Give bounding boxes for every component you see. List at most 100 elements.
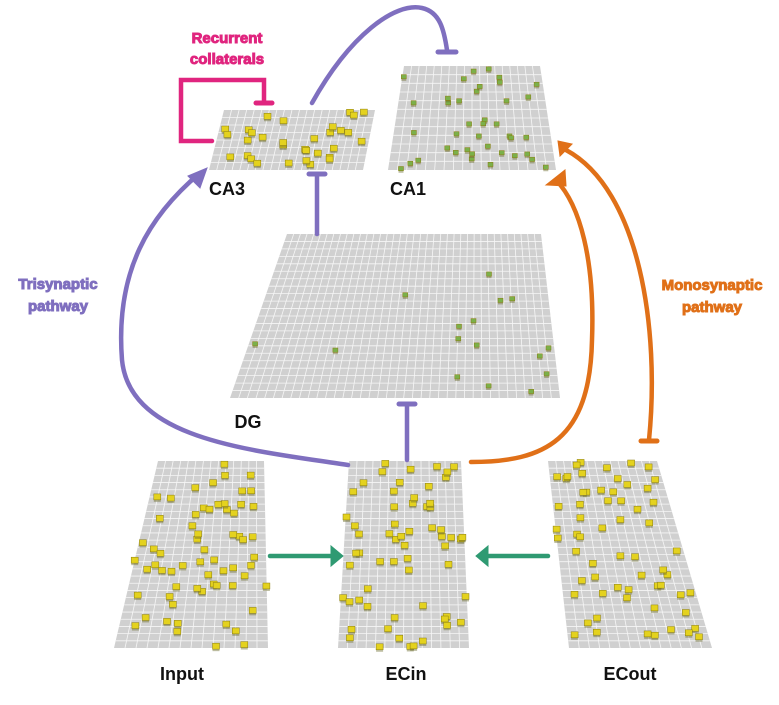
input-active-unit [156,515,164,522]
ecin-active-unit [359,479,368,486]
ecin-active-unit [409,642,418,650]
ca1-active-unit [487,162,494,167]
ecout-active-unit [578,577,586,584]
input-active-unit [165,593,174,600]
ca1-active-unit [524,151,530,157]
ecout-active-unit [637,571,646,579]
ecin-active-unit [376,558,384,565]
monosynaptic-ca1-input-arrowhead [557,140,574,158]
ecout-active-unit [659,566,667,574]
dg-active-unit [473,342,480,348]
ca3-active-unit [223,131,232,138]
ecin-active-unit [346,561,354,569]
ca1-active-unit [476,133,482,139]
ca1-active-unit [508,135,514,141]
monosynaptic-pathway-label-line1: Monosynaptic [662,277,763,294]
ca1-active-unit [496,74,503,80]
trisynaptic-pathway-arrowhead [187,167,208,189]
input-active-unit [139,539,147,546]
input-active-unit [172,583,181,590]
ecin-active-unit [364,585,372,592]
input-active-unit [143,565,151,573]
input-active-unit [191,484,200,491]
input-active-unit [150,545,158,553]
ecout-active-unit [579,489,588,496]
ecout-active-unit [589,560,597,567]
dg-active-unit [252,341,258,347]
recurrent-collaterals-arrow [178,77,267,144]
ecin-active-unit [426,499,434,507]
input-active-unit [229,564,237,571]
ca1-active-unit [497,79,503,85]
ecout-active-unit [616,516,625,523]
dg-active-unit [402,292,409,298]
ca3-active-unit [247,155,255,163]
ecout-active-unit [685,629,693,636]
ecin-active-unit [458,534,467,541]
ecin-active-unit [375,643,384,650]
input-active-unit [240,641,249,648]
ecin-active-unit [395,479,404,486]
input-active-unit [250,553,258,561]
ca1-active-unit [411,130,417,135]
dg-active-unit [455,336,462,341]
ca1-active-unit [468,156,475,162]
ecout-active-unit [643,630,652,638]
input-active-unit [221,472,229,479]
input-active-unit [200,546,209,553]
input-active-unit [248,533,257,540]
input-active-unit [191,511,200,518]
ca1-active-unit [453,150,459,155]
ecout-active-unit [616,552,625,559]
ecin-active-unit [400,542,409,549]
ecin-active-unit [457,618,465,626]
monosynaptic-ecin-to-ca1-arrow [468,177,595,465]
ecout-active-unit [645,519,653,527]
input-active-unit [262,582,271,590]
ecin-active-unit [405,528,414,535]
input-active-unit [130,556,139,564]
ecout-active-unit [604,497,612,504]
ca3-active-unit [302,147,310,154]
input-active-unit [212,582,221,589]
input-layer [114,460,271,652]
ecout-active-unit [598,524,607,532]
input-active-unit [141,614,150,621]
ecin-active-unit [403,555,412,562]
ca3-active-unit [337,127,345,134]
ecout-active-unit [563,473,572,480]
ecin-active-unit [346,634,354,641]
ca1-active-unit [525,94,532,100]
ecin-active-unit [342,513,351,521]
input-active-unit [219,567,228,574]
dg-active-unit [454,374,461,380]
ecout-active-unit [631,553,639,560]
monosynaptic-ca1-to-ecout-arrow [563,147,655,443]
ecin-active-unit [390,487,398,495]
input-active-unit [214,501,223,508]
recurrent-collaterals-label-line2: collaterals [190,51,264,68]
ecout-active-unit [651,631,659,639]
ecin-active-unit [355,596,363,604]
input-active-unit [239,536,247,543]
ecin-active-unit [443,468,452,476]
ecout-active-unit [572,547,580,555]
ca1-active-unit [512,153,518,158]
dg-active-unit [485,383,492,389]
dg-active-unit [545,345,552,351]
input-active-unit [220,460,229,468]
ca3-active-unit [248,129,256,136]
ecin-active-unit [419,637,427,645]
ca1-active-unit [485,66,492,72]
ca3-label: CA3 [209,179,245,199]
input-active-unit [133,591,142,599]
ca3-active-unit [302,157,311,164]
monosynaptic-ecin-to-ca1-arrowhead [544,169,567,187]
input-active-unit [174,620,182,627]
ca1-active-unit [466,121,472,127]
ca3-active-unit [221,125,229,133]
ecin-active-unit [437,526,445,533]
ecout-active-unit [623,594,631,601]
input-active-unit [247,487,255,494]
